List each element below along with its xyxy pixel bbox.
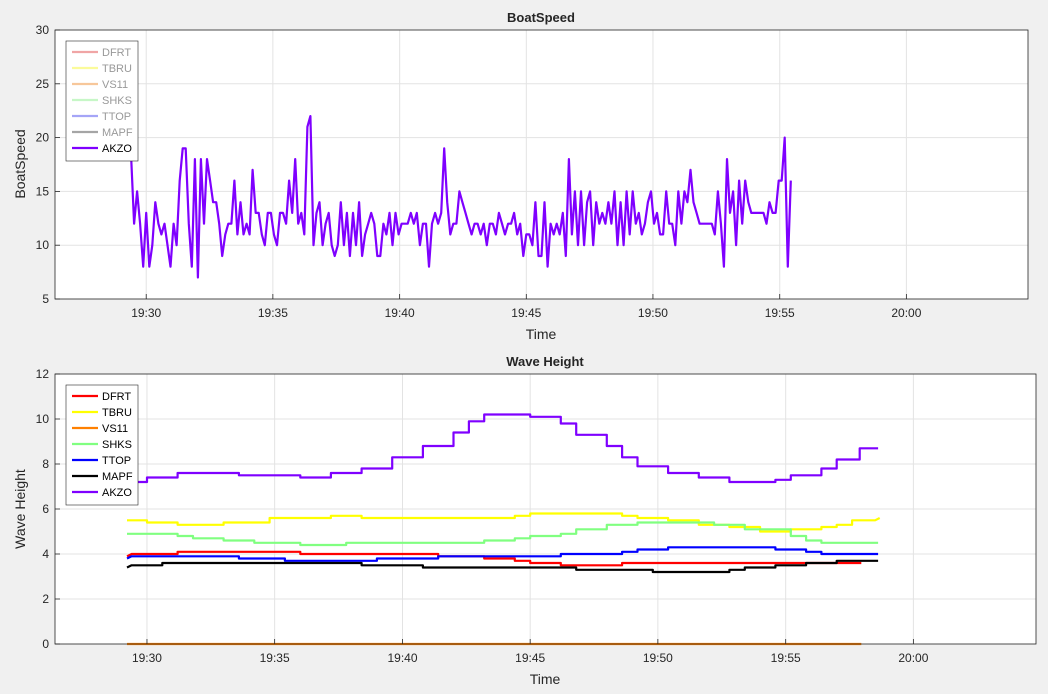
boatspeed-legend-label-tbru: TBRU bbox=[102, 63, 132, 75]
boatspeed-ticks: 5 10 15 20 25 30 19:30 19:35 19:40 19:45 19:50 19:5… bbox=[36, 23, 922, 320]
waveheight-series-mapf bbox=[126, 559, 879, 574]
waveheight-ytick-label: 6 bbox=[42, 502, 49, 516]
boatspeed-series-akzo bbox=[129, 115, 792, 279]
boatspeed-legend-label-ttop: TTOP bbox=[102, 111, 131, 123]
boatspeed-chart: 5 10 15 20 25 30 19:30 19:35 19:40 19:45 19:50 19:5… bbox=[12, 10, 1029, 342]
waveheight-ytick-label: 8 bbox=[42, 457, 49, 471]
boatspeed-legend-label-dfrt: DFRT bbox=[102, 47, 131, 59]
waveheight-ytick-label: 12 bbox=[36, 367, 50, 381]
waveheight-xtick-label: 19:55 bbox=[771, 651, 801, 665]
waveheight-chart: 0 2 4 6 8 10 12 19:30 19:35 19:40 19:45 19:50 19:55 2… bbox=[12, 354, 1037, 687]
waveheight-xtick-label: 20:00 bbox=[898, 651, 928, 665]
waveheight-legend-label-mapf: MAPF bbox=[102, 471, 133, 483]
waveheight-xtick-label: 19:50 bbox=[643, 651, 673, 665]
boatspeed-xlabel: Time bbox=[526, 326, 557, 342]
boatspeed-ytick-label: 5 bbox=[42, 292, 49, 306]
boatspeed-ylabel: BoatSpeed bbox=[12, 129, 28, 198]
waveheight-series-tbru bbox=[127, 512, 881, 533]
waveheight-legend-label-vs11: VS11 bbox=[102, 423, 128, 435]
waveheight-xtick-label: 19:45 bbox=[515, 651, 545, 665]
boatspeed-series bbox=[129, 115, 792, 279]
waveheight-legend-label-ttop: TTOP bbox=[102, 455, 131, 467]
waveheight-xtick-label: 19:40 bbox=[387, 651, 417, 665]
boatspeed-xtick-label: 20:00 bbox=[891, 306, 921, 320]
waveheight-legend-label-dfrt: DFRT bbox=[102, 391, 131, 403]
boatspeed-xtick-label: 19:50 bbox=[638, 306, 668, 320]
boatspeed-ytick-label: 25 bbox=[36, 77, 50, 91]
boatspeed-title: BoatSpeed bbox=[507, 10, 575, 25]
waveheight-xtick-label: 19:30 bbox=[132, 651, 162, 665]
boatspeed-legend-label-vs11: VS11 bbox=[102, 79, 128, 91]
waveheight-legend: DFRT TBRU VS11 SHKS TTOP MAPF AKZO bbox=[65, 384, 139, 506]
boatspeed-legend-label-mapf: MAPF bbox=[102, 127, 133, 139]
waveheight-xlabel: Time bbox=[530, 671, 561, 687]
waveheight-ytick-label: 4 bbox=[42, 547, 49, 561]
waveheight-ytick-label: 10 bbox=[36, 412, 50, 426]
waveheight-legend-label-akzo: AKZO bbox=[102, 487, 132, 499]
waveheight-ytick-label: 0 bbox=[42, 637, 49, 651]
waveheight-series-akzo bbox=[126, 413, 879, 488]
boatspeed-ytick-label: 30 bbox=[36, 23, 50, 37]
waveheight-title: Wave Height bbox=[506, 354, 584, 369]
boatspeed-axes-box bbox=[54, 29, 1029, 300]
boatspeed-xtick-label: 19:30 bbox=[131, 306, 161, 320]
waveheight-series-dfrt bbox=[126, 550, 862, 567]
boatspeed-xtick-label: 19:40 bbox=[385, 306, 415, 320]
boatspeed-legend-label-akzo: AKZO bbox=[102, 143, 132, 155]
boatspeed-xtick-label: 19:35 bbox=[258, 306, 288, 320]
boatspeed-legend-label-shks: SHKS bbox=[102, 95, 132, 107]
boatspeed-ytick-label: 15 bbox=[36, 184, 50, 198]
waveheight-legend-label-shks: SHKS bbox=[102, 439, 132, 451]
waveheight-ylabel: Wave Height bbox=[12, 469, 28, 549]
boatspeed-legend: DFRT TBRU VS11 SHKS TTOP MAPF AKZO bbox=[65, 40, 139, 162]
waveheight-ticks: 0 2 4 6 8 10 12 19:30 19:35 19:40 19:45 19:50 19:55 2… bbox=[36, 367, 929, 665]
boatspeed-ytick-label: 20 bbox=[36, 131, 50, 145]
waveheight-ytick-label: 2 bbox=[42, 592, 49, 606]
boatspeed-xtick-label: 19:45 bbox=[511, 306, 541, 320]
boatspeed-ytick-label: 10 bbox=[36, 238, 50, 252]
waveheight-series-ttop bbox=[126, 546, 879, 562]
waveheight-xtick-label: 19:35 bbox=[260, 651, 290, 665]
boatspeed-xtick-label: 19:55 bbox=[765, 306, 795, 320]
waveheight-legend-label-tbru: TBRU bbox=[102, 407, 132, 419]
waveheight-series-shks bbox=[127, 521, 879, 547]
